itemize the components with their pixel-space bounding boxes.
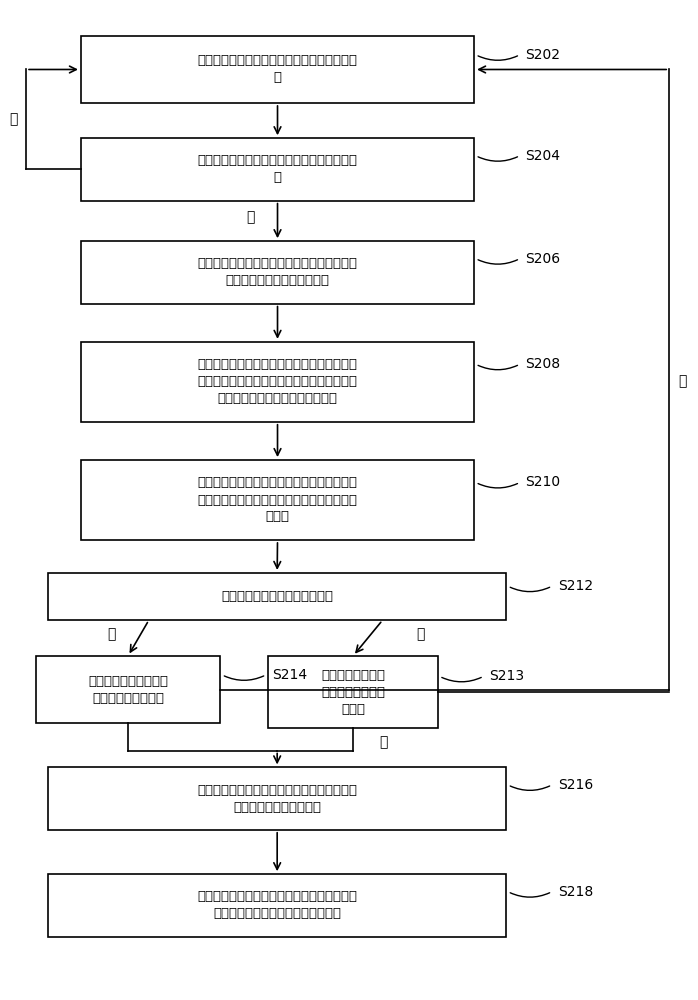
Text: 是: 是 (107, 627, 115, 641)
Bar (268, 656, 438, 728)
Text: 选取新加入待确定簇内
的一个异常覆盖栅格: 选取新加入待确定簇内 的一个异常覆盖栅格 (88, 675, 168, 705)
Text: 读取一个未被读取过的异常覆盖栅格的属性信
息: 读取一个未被读取过的异常覆盖栅格的属性信 息 (198, 54, 357, 84)
Text: S210: S210 (526, 475, 560, 489)
Text: S218: S218 (558, 885, 593, 899)
Bar (81, 138, 474, 201)
Bar (81, 460, 474, 540)
Text: 判断读取的异常覆盖栅格是否被作为过搜索中
心: 判断读取的异常覆盖栅格是否被作为过搜索中 心 (198, 154, 357, 184)
Text: 根据搜索中心的属性信息和其他异常覆盖栅格
的属性信息，搜索与搜索中心的距离小于第一
预设距离的同类型的异常覆盖栅格: 根据搜索中心的属性信息和其他异常覆盖栅格 的属性信息，搜索与搜索中心的距离小于第… (198, 358, 357, 405)
Text: 判断是否还存在未
被读取过的异常覆
盖栅格: 判断是否还存在未 被读取过的异常覆 盖栅格 (321, 669, 385, 716)
Bar (36, 656, 221, 723)
Bar (48, 874, 506, 937)
Text: S216: S216 (558, 778, 593, 792)
Text: 否: 否 (416, 627, 424, 641)
Text: S202: S202 (526, 48, 560, 62)
Bar (48, 767, 506, 830)
Bar (81, 241, 474, 304)
Text: 在搜索到的异常覆盖栅格未被划分到任意簇中
的情况下，将搜索到的异常覆盖栅格加入待确
定簇内: 在搜索到的异常覆盖栅格未被划分到任意簇中 的情况下，将搜索到的异常覆盖栅格加入待… (198, 477, 357, 524)
Text: S212: S212 (558, 579, 593, 593)
Text: S213: S213 (489, 669, 524, 683)
Text: 统计簇中每个异常覆盖栅格作为搜索中心搜索
到的异常覆盖栅格的数量: 统计簇中每个异常覆盖栅格作为搜索中心搜索 到的异常覆盖栅格的数量 (197, 784, 357, 814)
Text: 否: 否 (246, 210, 254, 224)
Bar (81, 36, 474, 103)
Text: S206: S206 (526, 252, 560, 266)
Text: S204: S204 (526, 149, 560, 163)
Text: 是: 是 (10, 112, 18, 126)
Text: 否: 否 (380, 735, 388, 749)
Text: S208: S208 (526, 357, 560, 371)
Text: 判断待确定簇内的栅格是否增加: 判断待确定簇内的栅格是否增加 (221, 590, 333, 603)
Bar (48, 573, 506, 620)
Bar (81, 342, 474, 422)
Text: 在对应的数量小于预设数量的情况下，将作为
搜索中心的异常覆盖栅格从簇中删除: 在对应的数量小于预设数量的情况下，将作为 搜索中心的异常覆盖栅格从簇中删除 (197, 890, 357, 920)
Text: 将该异常覆盖栅格作为搜索中心，将该异常覆
盖栅格所属的簇作为待确定簇: 将该异常覆盖栅格作为搜索中心，将该异常覆 盖栅格所属的簇作为待确定簇 (198, 257, 357, 287)
Text: S214: S214 (272, 668, 307, 682)
Text: 是: 是 (678, 374, 687, 388)
